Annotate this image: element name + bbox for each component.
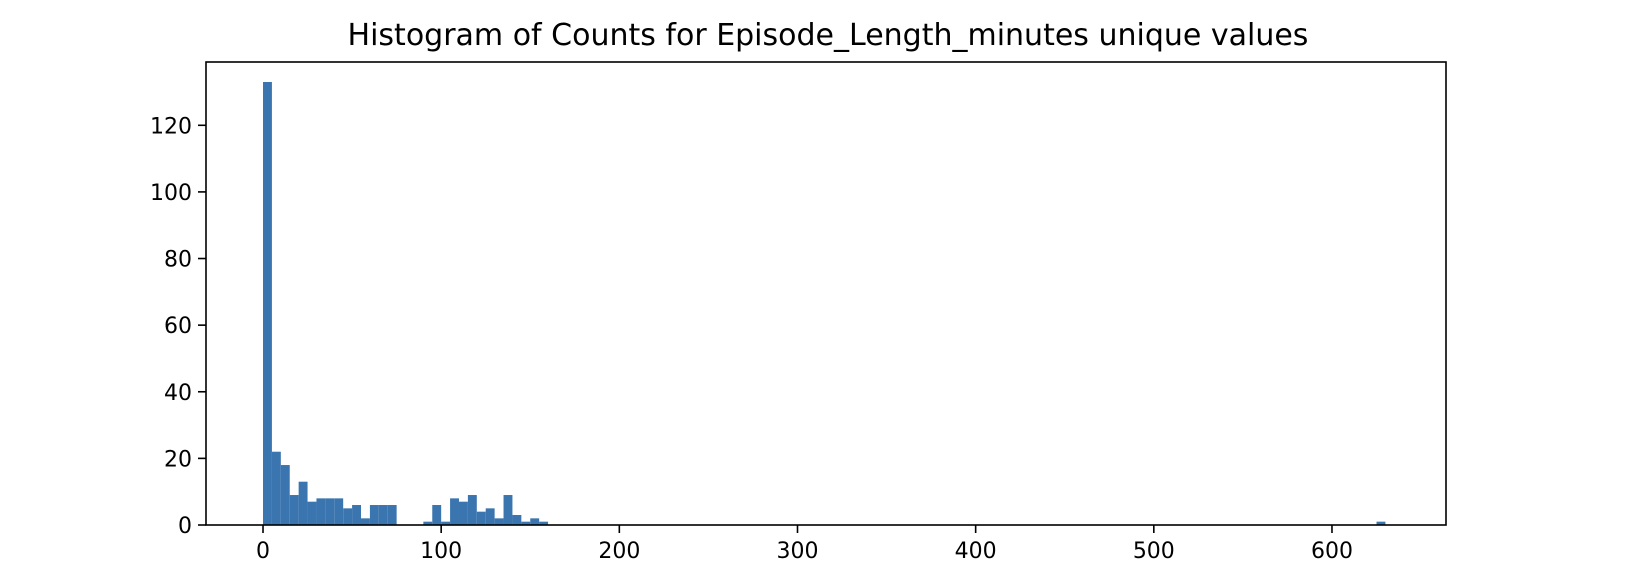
histogram-bar: [539, 521, 549, 525]
histogram-bar: [485, 508, 495, 525]
histogram-bar: [325, 498, 335, 525]
histogram-bar: [271, 451, 281, 525]
histogram-bar: [432, 505, 442, 525]
histogram-bar: [512, 515, 522, 525]
histogram-bar: [503, 495, 513, 525]
chart-title: Histogram of Counts for Episode_Length_m…: [348, 18, 1309, 53]
histogram-bar: [298, 481, 308, 525]
y-tick-label: 80: [164, 248, 192, 273]
x-tick-label: 600: [1311, 539, 1353, 564]
histogram-bar: [441, 521, 451, 525]
histogram-bar: [369, 505, 379, 525]
histogram-bar: [343, 508, 353, 525]
x-tick-label: 400: [955, 539, 997, 564]
y-axis-ticks: 0 20 40 60 80 100 120: [150, 114, 206, 539]
histogram-bar: [334, 498, 344, 525]
histogram-bar: [476, 511, 486, 525]
histogram-bar: [263, 81, 272, 526]
histogram-bar: [530, 518, 540, 525]
histogram-bar: [423, 521, 433, 525]
y-tick-label: 20: [164, 447, 192, 472]
histogram-bar: [450, 498, 459, 525]
histogram-bar: [378, 505, 388, 525]
histogram-bar: [1376, 521, 1386, 525]
y-tick-label: 40: [164, 381, 192, 406]
x-tick-label: 300: [776, 539, 818, 564]
plot-area-frame: [205, 61, 1447, 526]
histogram-bar: [316, 498, 326, 525]
histogram-bars: [263, 81, 1386, 526]
histogram-bar: [307, 501, 317, 525]
y-tick-label: 0: [178, 514, 192, 539]
x-tick-label: 200: [598, 539, 640, 564]
y-tick-label: 100: [150, 181, 192, 206]
histogram-bar: [280, 465, 290, 525]
x-tick-label: 500: [1133, 539, 1175, 564]
y-tick-label: 120: [150, 114, 192, 139]
histogram-bar: [458, 501, 468, 525]
x-tick-label: 100: [420, 539, 462, 564]
histogram-bar: [467, 495, 477, 525]
y-tick-label: 60: [164, 314, 192, 339]
x-tick-label: 0: [256, 539, 270, 564]
histogram-bar: [494, 518, 504, 525]
x-axis-ticks: 0 100 200 300 400 500 600: [256, 525, 1353, 564]
histogram-bar: [289, 495, 299, 525]
histogram-bar: [521, 521, 531, 525]
histogram-bar: [361, 518, 370, 525]
histogram-bar: [352, 505, 361, 525]
histogram-bar: [387, 505, 397, 525]
